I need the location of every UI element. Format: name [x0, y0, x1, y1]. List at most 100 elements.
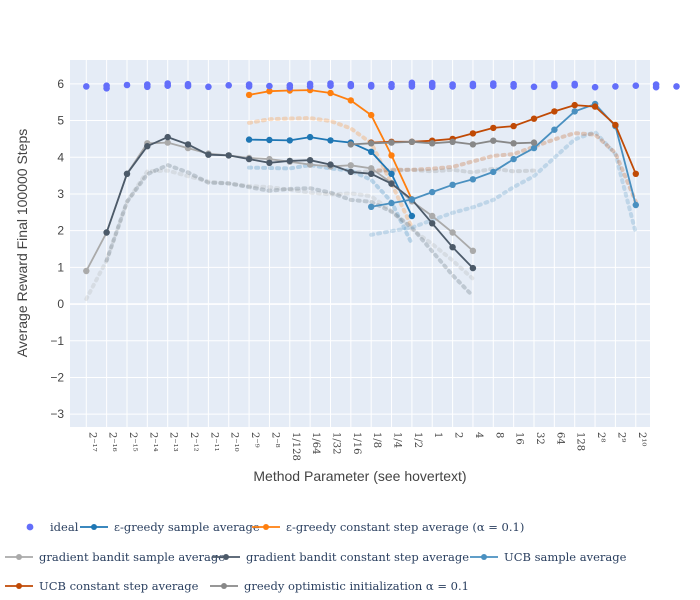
- ideal-point: [469, 80, 477, 88]
- ideal-point: [428, 79, 436, 87]
- x-tick-label: 32: [534, 432, 545, 445]
- x-tick-label: 64: [554, 432, 565, 445]
- ideal-point: [347, 80, 355, 88]
- ideal-point: [83, 83, 90, 90]
- series-point: [245, 155, 253, 163]
- series-point: [510, 140, 517, 147]
- legend-swatch-dot: [16, 554, 22, 560]
- series-point: [347, 141, 354, 148]
- series-point: [408, 196, 416, 203]
- x-tick-label: 2⁻¹⁴: [147, 432, 158, 452]
- faded-series: [84, 116, 638, 301]
- ideal-point: [490, 80, 497, 87]
- faded-trace: [104, 162, 475, 299]
- ideal-point: [408, 79, 416, 87]
- x-tick-label: 2⁸: [595, 432, 606, 442]
- series-point: [551, 108, 558, 115]
- ideal-point: [144, 81, 151, 88]
- x-tick-label: 1/128: [290, 432, 301, 461]
- x-tick-label: 2⁻¹³: [168, 432, 179, 452]
- legend-label: greedy optimistic initialization α = 0.1: [244, 579, 469, 593]
- series-point: [632, 201, 639, 209]
- series-point: [530, 144, 538, 152]
- series-point: [266, 136, 273, 144]
- series-point: [469, 247, 477, 254]
- series-point: [449, 229, 456, 236]
- series-line: [350, 139, 535, 146]
- series-point: [449, 181, 456, 188]
- series-point: [245, 91, 253, 99]
- series-point: [83, 267, 90, 275]
- ideal-point: [164, 80, 171, 87]
- legend-label: UCB constant step average: [39, 579, 199, 593]
- series-point: [388, 180, 395, 187]
- y-tick-label: 1: [57, 260, 64, 274]
- legend-item: greedy optimistic initialization α = 0.1: [210, 579, 469, 593]
- x-tick-label: 1/2: [412, 432, 423, 448]
- y-tick-label: 5: [57, 114, 64, 128]
- legend-swatch-dot: [26, 523, 34, 531]
- x-tick-label: 2: [453, 432, 464, 438]
- y-tick-label: 4: [57, 150, 64, 164]
- x-tick-label: 1: [432, 432, 443, 438]
- ideal-point: [652, 83, 660, 91]
- series-point: [530, 139, 538, 146]
- series-point: [571, 108, 578, 115]
- legend-label: gradient bandit sample average: [39, 550, 225, 564]
- ideal-point: [388, 80, 395, 88]
- series-point: [306, 157, 314, 164]
- y-tick-label: 0: [57, 297, 64, 311]
- series-point: [225, 152, 232, 159]
- x-tick-label: 2⁻⁸: [269, 432, 280, 448]
- series-point: [490, 137, 497, 144]
- x-tick-label: 1/8: [371, 432, 382, 448]
- x-tick-label: 2⁻¹⁵: [127, 432, 138, 452]
- legend-label: ideal: [50, 520, 79, 534]
- series-point: [327, 89, 334, 97]
- series-point: [164, 139, 171, 146]
- x-tick-label: 16: [514, 432, 525, 445]
- legend-label: gradient bandit constant step average: [246, 550, 469, 564]
- x-tick-label: 1/16: [351, 432, 362, 454]
- series-point: [368, 140, 375, 147]
- ideal-point: [245, 81, 253, 88]
- ideal-point: [367, 81, 375, 89]
- ideal-point: [571, 80, 578, 88]
- legend-item: ε-greedy sample average: [80, 520, 260, 534]
- faded-trace: [84, 168, 475, 301]
- series-layer: [83, 86, 639, 275]
- series-point: [388, 152, 395, 159]
- ideal-point: [673, 83, 680, 90]
- x-tick-label: 1/32: [330, 432, 341, 454]
- series-point: [429, 140, 436, 147]
- ideal-point: [449, 81, 456, 88]
- series-point: [368, 148, 375, 155]
- ideal-series: [83, 79, 680, 92]
- ideal-point: [591, 83, 599, 91]
- series-point: [347, 168, 354, 176]
- y-tick-label: −1: [50, 334, 64, 348]
- series-point: [469, 130, 477, 137]
- x-tick-label: 1/4: [392, 432, 403, 448]
- series-point: [571, 101, 578, 109]
- ideal-point: [123, 81, 131, 89]
- ideal-point: [551, 80, 558, 88]
- y-tick-label: 3: [57, 187, 64, 201]
- legend: ideal ε-greedy sample average ε-greedy con…: [5, 520, 627, 593]
- series-point: [449, 244, 456, 251]
- series-point: [510, 122, 517, 130]
- series-point: [388, 170, 395, 177]
- series-point: [205, 151, 212, 158]
- series-point: [490, 168, 497, 176]
- legend-swatch-dot: [221, 583, 227, 589]
- series-line: [371, 102, 637, 208]
- series-point: [388, 199, 395, 207]
- series-point: [469, 176, 477, 183]
- series-point: [490, 124, 497, 132]
- series-point: [429, 188, 436, 196]
- x-axis-title: Method Parameter (see hovertext): [253, 468, 466, 484]
- x-tick-label: 128: [575, 432, 586, 451]
- faded-trace: [369, 131, 638, 204]
- legend-swatch-dot: [481, 554, 487, 560]
